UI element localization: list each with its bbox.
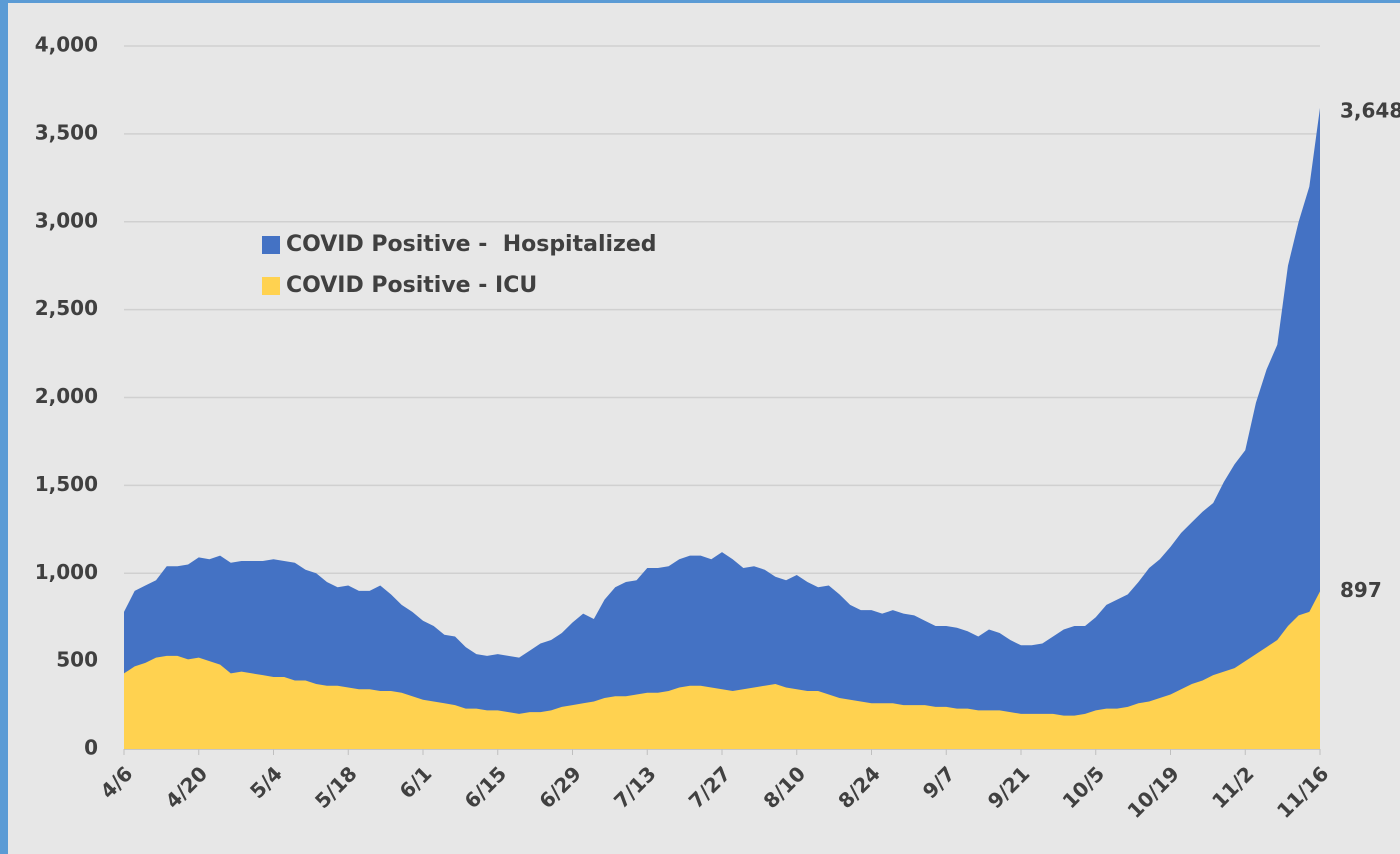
y-tick-label: 1,500: [35, 472, 98, 496]
y-tick-label: 3,000: [35, 208, 98, 232]
y-tick-label: 4,000: [35, 33, 98, 57]
y-tick-label: 500: [56, 648, 98, 672]
legend: COVID Positive - Hospitalized COVID Posit…: [262, 232, 657, 298]
areas: [124, 107, 1320, 749]
y-tick-label: 2,000: [35, 384, 98, 408]
legend-label: COVID Positive - Hospitalized: [286, 232, 657, 257]
y-tick-label: 2,500: [35, 296, 98, 320]
end-label: 3,648: [1340, 98, 1400, 122]
legend-swatch: [262, 236, 280, 254]
y-tick-label: 3,500: [35, 120, 98, 144]
area: [124, 591, 1320, 749]
end-label: 897: [1340, 578, 1382, 602]
y-tick-label: 0: [84, 736, 98, 760]
legend-label: COVID Positive - ICU: [286, 273, 537, 298]
legend-swatch: [262, 277, 280, 295]
y-tick-label: 1,000: [35, 560, 98, 584]
